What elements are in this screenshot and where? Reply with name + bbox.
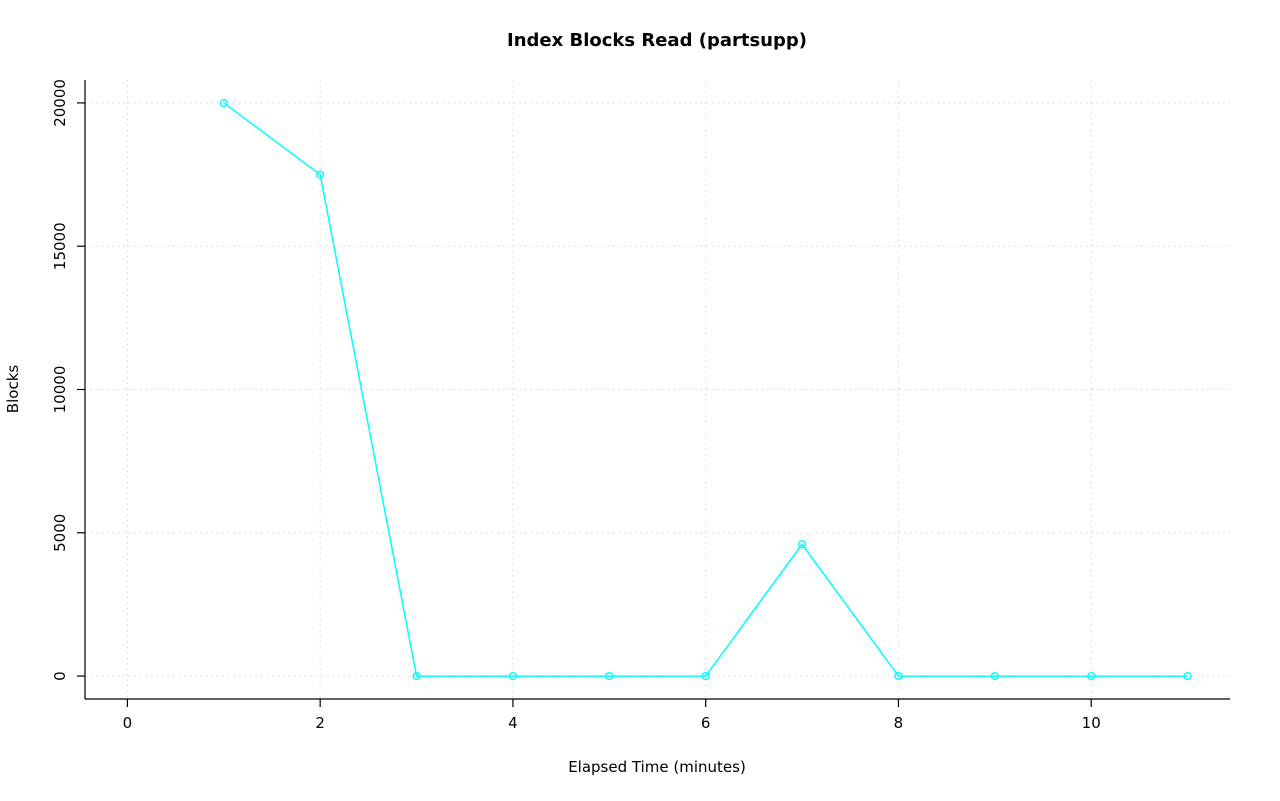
data-point <box>605 671 614 681</box>
data-point <box>797 540 807 549</box>
y-tick-label: 20000 <box>51 79 69 127</box>
x-tick-label: 2 <box>315 714 325 732</box>
y-tick-label: 5000 <box>51 514 69 552</box>
data-point <box>1087 671 1096 681</box>
x-tick-label: 0 <box>123 714 133 732</box>
x-tick-label: 10 <box>1082 714 1101 732</box>
x-axis-label: Elapsed Time (minutes) <box>568 758 746 776</box>
series-path <box>223 102 1188 677</box>
y-tick-label: 15000 <box>51 222 69 270</box>
data-point <box>316 170 325 179</box>
y-tick-label: 10000 <box>51 366 69 414</box>
data-point <box>990 671 999 681</box>
y-axis-label: Blocks <box>4 365 22 414</box>
data-point <box>894 671 903 681</box>
x-tick-label: 6 <box>701 714 711 732</box>
data-point <box>1183 671 1192 681</box>
axes: 0 2 4 6 8 10 0 5000 10000 15000 20000 <box>51 79 1230 732</box>
chart-title: Index Blocks Read (partsupp) <box>507 30 807 51</box>
x-tick-label: 8 <box>894 714 904 732</box>
data-point <box>508 671 518 681</box>
series-line <box>223 102 1188 677</box>
data-point <box>219 98 228 108</box>
data-point <box>701 671 710 681</box>
x-tick-label: 4 <box>508 714 518 732</box>
data-point <box>412 671 421 681</box>
gridlines <box>85 80 1230 699</box>
series-markers <box>219 98 1192 681</box>
y-tick-label: 0 <box>51 671 69 681</box>
